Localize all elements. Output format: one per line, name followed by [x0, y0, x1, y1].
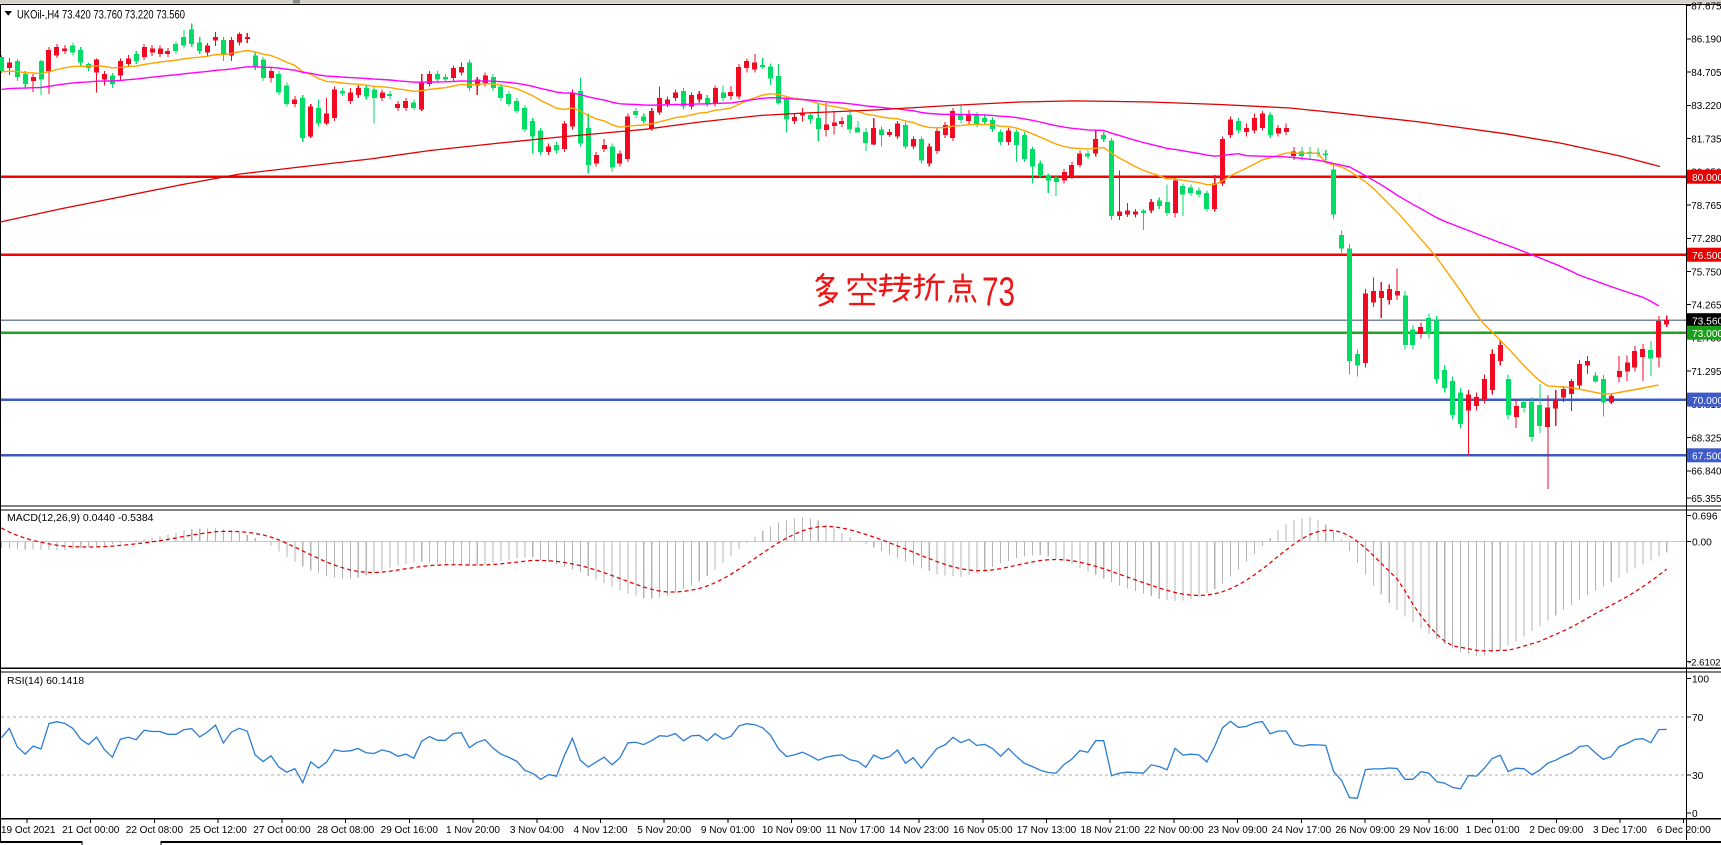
- svg-text:6 Dec 20:00: 6 Dec 20:00: [1657, 825, 1711, 836]
- svg-text:19 Oct 2021: 19 Oct 2021: [1, 825, 56, 836]
- svg-text:3 Dec 17:00: 3 Dec 17:00: [1593, 825, 1647, 836]
- svg-text:77.280: 77.280: [1691, 234, 1721, 245]
- svg-text:14 Nov 23:00: 14 Nov 23:00: [889, 825, 949, 836]
- svg-text:-2.6102: -2.6102: [1688, 658, 1721, 669]
- svg-text:68.325: 68.325: [1691, 434, 1721, 445]
- svg-text:73.000: 73.000: [1692, 329, 1721, 340]
- svg-text:87.675: 87.675: [1691, 1, 1721, 12]
- svg-text:0.00: 0.00: [1692, 538, 1712, 549]
- svg-text:0: 0: [1692, 809, 1698, 820]
- svg-text:1 Nov 20:00: 1 Nov 20:00: [446, 825, 500, 836]
- svg-text:UKOil-,H4 73.420 73.760 73.22: UKOil-,H4 73.420 73.760 73.220 73.560: [17, 8, 185, 22]
- svg-text:78.765: 78.765: [1691, 201, 1721, 212]
- svg-text:9 Nov 01:00: 9 Nov 01:00: [701, 825, 755, 836]
- svg-text:RSI(14) 60.1418: RSI(14) 60.1418: [7, 675, 84, 687]
- svg-text:71.295: 71.295: [1691, 367, 1721, 378]
- svg-text:17 Nov 13:00: 17 Nov 13:00: [1017, 825, 1077, 836]
- svg-text:1 Dec 01:00: 1 Dec 01:00: [1466, 825, 1520, 836]
- svg-text:28 Oct 08:00: 28 Oct 08:00: [317, 825, 375, 836]
- svg-text:84.705: 84.705: [1691, 68, 1721, 79]
- svg-text:80.000: 80.000: [1692, 173, 1721, 184]
- svg-text:24 Nov 17:00: 24 Nov 17:00: [1272, 825, 1332, 836]
- svg-text:73: 73: [982, 269, 1015, 315]
- svg-text:70: 70: [1692, 713, 1704, 724]
- svg-text:2 Dec 09:00: 2 Dec 09:00: [1529, 825, 1583, 836]
- svg-text:22 Oct 08:00: 22 Oct 08:00: [126, 825, 184, 836]
- svg-text:29 Nov 16:00: 29 Nov 16:00: [1399, 825, 1459, 836]
- svg-text:75.750: 75.750: [1691, 267, 1721, 278]
- svg-text:11 Nov 17:00: 11 Nov 17:00: [826, 825, 885, 836]
- svg-text:25 Oct 12:00: 25 Oct 12:00: [190, 825, 248, 836]
- svg-text:3 Nov 04:00: 3 Nov 04:00: [510, 825, 564, 836]
- svg-text:5 Nov 20:00: 5 Nov 20:00: [637, 825, 691, 836]
- svg-text:67.500: 67.500: [1692, 452, 1721, 463]
- svg-text:23 Nov 09:00: 23 Nov 09:00: [1208, 825, 1268, 836]
- svg-text:73.560: 73.560: [1692, 316, 1721, 327]
- svg-text:70.000: 70.000: [1692, 396, 1721, 407]
- svg-text:MACD(12,26,9) 0.0440 -0.5384: MACD(12,26,9) 0.0440 -0.5384: [7, 512, 154, 524]
- svg-text:74.265: 74.265: [1691, 301, 1721, 312]
- svg-text:83.220: 83.220: [1691, 101, 1721, 112]
- svg-text:76.500: 76.500: [1692, 251, 1721, 262]
- svg-text:21 Oct 00:00: 21 Oct 00:00: [62, 825, 120, 836]
- svg-text:100: 100: [1692, 675, 1709, 686]
- svg-text:16 Nov 05:00: 16 Nov 05:00: [953, 825, 1013, 836]
- svg-text:29 Oct 16:00: 29 Oct 16:00: [381, 825, 439, 836]
- svg-text:86.190: 86.190: [1691, 35, 1721, 46]
- svg-text:22 Nov 00:00: 22 Nov 00:00: [1144, 825, 1204, 836]
- svg-text:4 Nov 12:00: 4 Nov 12:00: [574, 825, 628, 836]
- svg-text:26 Nov 09:00: 26 Nov 09:00: [1335, 825, 1395, 836]
- svg-text:81.735: 81.735: [1691, 134, 1721, 145]
- svg-text:65.355: 65.355: [1691, 494, 1721, 505]
- svg-text:27 Oct 00:00: 27 Oct 00:00: [253, 825, 311, 836]
- svg-text:30: 30: [1692, 771, 1704, 782]
- svg-text:0.696: 0.696: [1692, 511, 1718, 522]
- svg-text:10 Nov 09:00: 10 Nov 09:00: [762, 825, 822, 836]
- svg-text:18 Nov 21:00: 18 Nov 21:00: [1080, 825, 1140, 836]
- svg-text:66.840: 66.840: [1691, 467, 1721, 478]
